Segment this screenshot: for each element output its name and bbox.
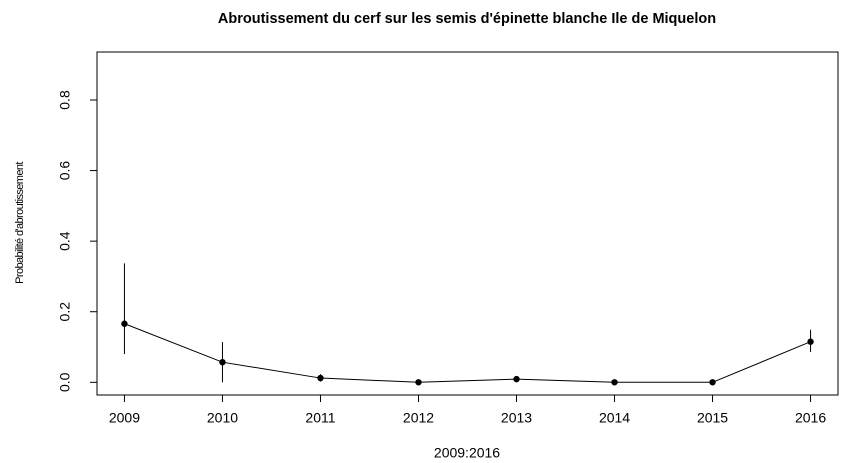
y-axis-label: Probabilité d'abroutissement	[14, 162, 26, 284]
x-tick-label: 2010	[207, 410, 238, 426]
x-tick-label: 2013	[501, 410, 532, 426]
x-tick-label: 2009	[109, 410, 140, 426]
y-tick-label: 0.0	[57, 372, 73, 392]
x-tick-label: 2015	[697, 410, 728, 426]
point	[807, 338, 814, 345]
point	[611, 379, 618, 386]
point	[709, 379, 716, 386]
point	[513, 375, 520, 383]
point	[415, 379, 422, 386]
chart-title: Abroutissement du cerf sur les semis d'é…	[218, 11, 716, 27]
x-axis-label: 2009:2016	[434, 445, 500, 461]
series-line	[124, 323, 811, 383]
x-tick-label: 2012	[403, 410, 434, 426]
y-tick-label: 0.8	[57, 90, 73, 110]
y-tick-label: 0.2	[57, 302, 73, 322]
y-tick-label: 0.6	[57, 161, 73, 181]
point	[219, 358, 226, 366]
plot-box	[96, 51, 839, 396]
point	[121, 320, 128, 327]
x-tick-label: 2014	[599, 410, 630, 426]
y-tick-label: 0.4	[57, 231, 73, 251]
x-tick-label: 2016	[795, 410, 826, 426]
point	[317, 374, 324, 382]
x-tick-label: 2011	[305, 410, 335, 426]
